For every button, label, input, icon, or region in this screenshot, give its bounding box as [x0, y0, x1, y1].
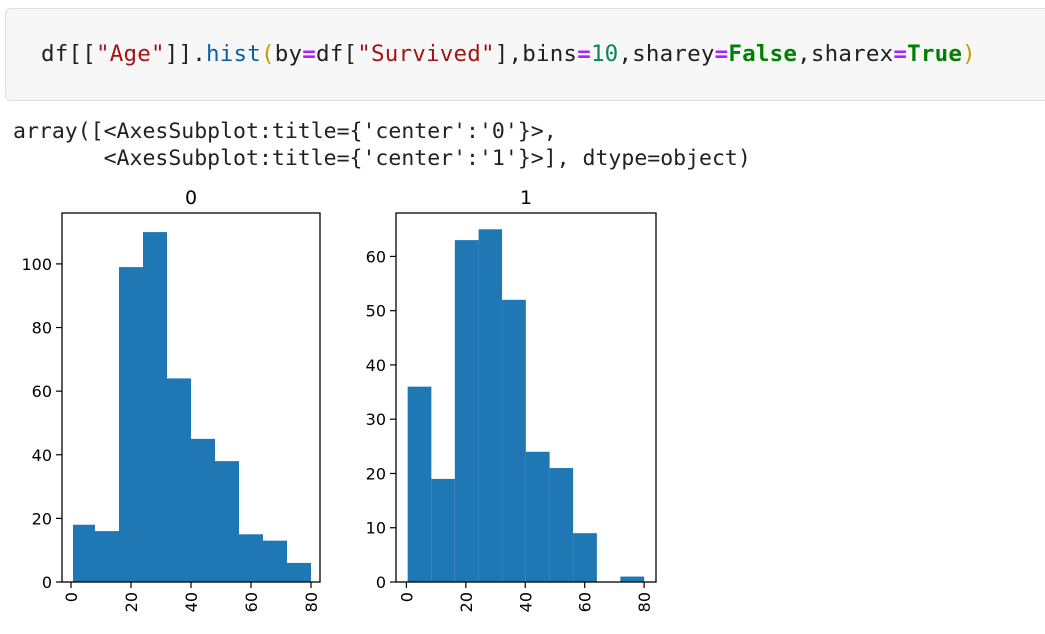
- histogram-bar: [573, 533, 597, 582]
- y-tick-label: 100: [21, 255, 52, 274]
- code-token: =: [577, 41, 591, 67]
- code-token: df[: [315, 41, 358, 67]
- histogram-bar: [525, 451, 550, 582]
- x-tick-label: 80: [635, 592, 654, 612]
- histogram-bar: [549, 468, 574, 582]
- y-tick-label: 10: [366, 519, 386, 538]
- histogram-bar: [478, 229, 503, 582]
- histogram-bar: [239, 534, 263, 582]
- axes-frame: [395, 212, 657, 583]
- code-token: "Age": [96, 41, 165, 67]
- code-token: ],bins: [494, 41, 578, 67]
- y-tick-label: 30: [366, 410, 386, 429]
- histogram-bar: [431, 478, 455, 582]
- x-tick-label: 80: [302, 592, 321, 612]
- code-token: by: [274, 41, 303, 67]
- x-tick-label: 40: [516, 592, 535, 612]
- histogram-bar: [620, 576, 645, 582]
- y-tick-label: 80: [32, 319, 52, 338]
- histogram-bar: [287, 562, 311, 582]
- x-tick-label: 0: [62, 592, 81, 602]
- histogram-bar: [215, 461, 239, 582]
- code-token: False: [728, 41, 798, 67]
- histogram-bar: [191, 438, 215, 582]
- code-token: 10: [590, 41, 619, 67]
- histogram-bar: [263, 540, 287, 582]
- code-token: df[[: [41, 41, 96, 67]
- subplot-title: 0: [185, 187, 197, 209]
- output-repr: array([<AxesSubplot:title={'center':'0'}…: [13, 118, 751, 172]
- code-input-cell[interactable]: df[["Age"]].hist(by=df["Survived"],bins=…: [5, 8, 1045, 101]
- y-tick-label: 40: [366, 356, 386, 375]
- x-tick-label: 0: [397, 592, 416, 602]
- subplot-title: 1: [520, 187, 532, 209]
- output-repr-line-1: array([<AxesSubplot:title={'center':'0'}…: [13, 119, 557, 144]
- y-tick-label: 60: [32, 382, 52, 401]
- code-line[interactable]: df[["Age"]].hist(by=df["Survived"],bins=…: [41, 41, 976, 67]
- y-tick-label: 20: [366, 464, 386, 483]
- code-token: =: [893, 41, 908, 67]
- histogram-bar: [95, 531, 119, 582]
- output-repr-line-2: <AxesSubplot:title={'center':'1'}>], dty…: [13, 146, 751, 171]
- histogram-bar: [119, 267, 143, 582]
- code-token: ,sharey: [618, 41, 715, 67]
- code-token: "Survived": [357, 41, 495, 67]
- histogram-bar: [73, 524, 95, 582]
- code-token: (: [260, 41, 275, 67]
- histogram-bar: [502, 299, 526, 582]
- code-token: ]].: [164, 41, 206, 67]
- histogram-bar: [143, 232, 167, 582]
- y-tick-label: 50: [366, 302, 386, 321]
- y-tick-label: 0: [42, 573, 52, 592]
- code-token: True: [907, 41, 963, 67]
- y-tick-label: 20: [32, 509, 52, 528]
- code-token: =: [714, 41, 729, 67]
- code-token: ): [962, 41, 976, 67]
- code-token: ,sharex: [797, 41, 894, 67]
- code-token: =: [302, 41, 316, 67]
- x-tick-label: 20: [122, 592, 141, 612]
- y-tick-label: 0: [376, 573, 386, 592]
- y-tick-label: 40: [32, 446, 52, 465]
- x-tick-label: 40: [182, 592, 201, 612]
- x-tick-label: 20: [457, 592, 476, 612]
- histogram-figure: 0 0 20 40 60 80 100 0 20 40 60 80 1 0 10 20 30 40 50 60 0 20 4…: [0, 180, 700, 634]
- y-tick-label: 60: [366, 247, 386, 266]
- x-tick-label: 60: [576, 592, 595, 612]
- code-token: hist: [205, 41, 261, 67]
- histogram-bar: [454, 240, 479, 582]
- x-tick-label: 60: [242, 592, 261, 612]
- histogram-bar: [407, 386, 432, 582]
- histogram-bar: [167, 378, 191, 582]
